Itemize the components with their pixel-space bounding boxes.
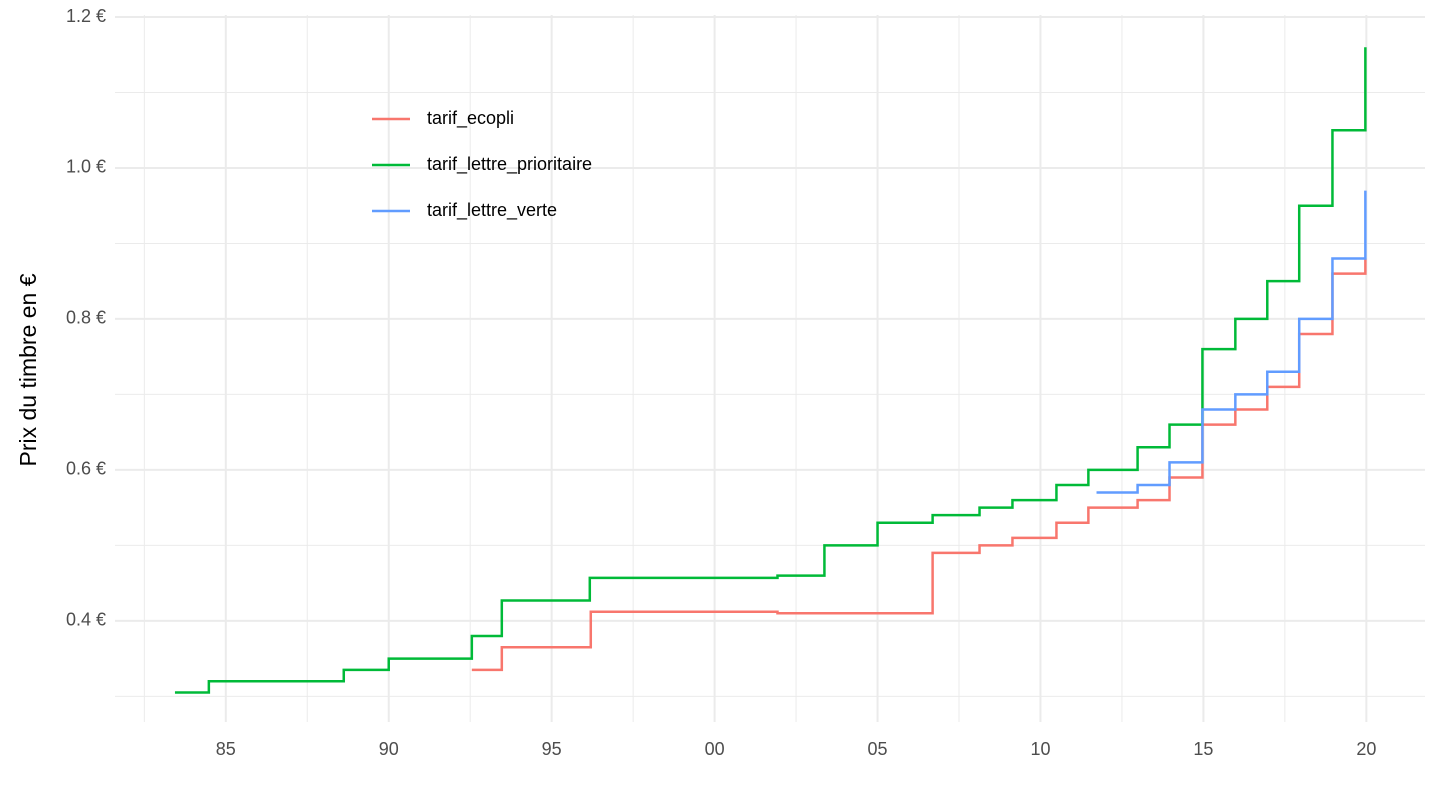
y-tick-label: 1.2 €	[66, 6, 106, 26]
x-tick-label: 95	[542, 739, 562, 759]
y-tick-label: 1.0 €	[66, 157, 106, 177]
x-tick-label: 00	[705, 739, 725, 759]
legend-label: tarif_lettre_prioritaire	[427, 154, 592, 175]
x-tick-label: 20	[1356, 739, 1376, 759]
step-line	[174, 47, 1367, 694]
step-line	[471, 258, 1367, 672]
y-tick-label: 0.8 €	[66, 308, 106, 328]
y-tick-label: 0.6 €	[66, 459, 106, 479]
y-axis-title: Prix du timbre en €	[15, 273, 41, 466]
legend-label: tarif_ecopli	[427, 108, 514, 129]
step-line	[1096, 190, 1367, 494]
x-tick-label: 85	[216, 739, 236, 759]
x-tick-label: 10	[1030, 739, 1050, 759]
x-tick-label: 90	[379, 739, 399, 759]
x-tick-label: 05	[868, 739, 888, 759]
y-tick-label: 0.4 €	[66, 610, 106, 630]
legend-label: tarif_lettre_verte	[427, 200, 557, 221]
x-tick-label: 15	[1193, 739, 1213, 759]
